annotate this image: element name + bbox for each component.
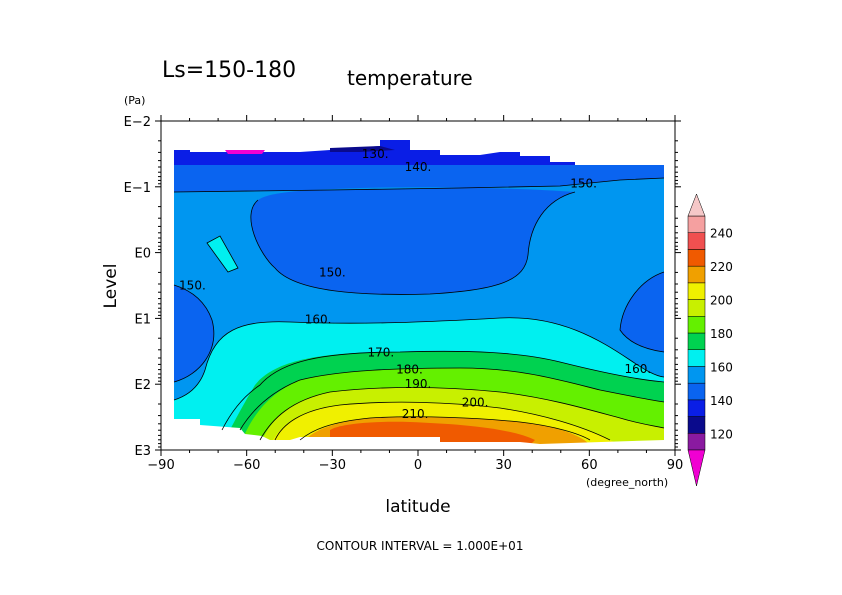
y-unit-label: (Pa) xyxy=(124,94,145,107)
x-tick-label: 90 xyxy=(667,458,684,473)
colorbar-swatch xyxy=(687,215,706,233)
y-tick-label: E−1 xyxy=(124,181,151,196)
x-tick-label: −60 xyxy=(233,458,260,473)
colorbar-tick-label: 180 xyxy=(710,327,733,341)
contour-fill-group xyxy=(161,140,675,450)
contour-label: 150. xyxy=(319,265,346,279)
colorbar-tick-label: 240 xyxy=(710,227,733,241)
y-axis: E−2 E−1 E0 E1 E2 E3 xyxy=(124,115,681,459)
colorbar-swatch xyxy=(687,265,706,284)
band-110-120 xyxy=(225,150,265,154)
colorbar-swatch xyxy=(687,366,706,384)
colorbar-tick-label: 140 xyxy=(710,394,733,408)
colorbar-swatch xyxy=(687,232,706,250)
contour-label: 210. xyxy=(402,407,429,421)
contour-label: 150. xyxy=(179,279,206,293)
colorbar-swatch xyxy=(687,282,706,300)
y-tick-label: E3 xyxy=(135,444,152,459)
colorbar-swatch xyxy=(687,332,706,350)
colorbar-swatch xyxy=(687,299,706,317)
contour-lines xyxy=(173,177,665,441)
y-tick-label: E−2 xyxy=(124,115,151,130)
colorbar-swatch xyxy=(687,249,706,267)
band-160-170-pocket xyxy=(207,236,238,272)
colorbar-swatch xyxy=(687,433,706,451)
contour-label: 130. xyxy=(362,147,389,161)
x-tick-label: 60 xyxy=(581,458,598,473)
y-tick-label: E1 xyxy=(135,312,152,327)
colorbar-under-arrow xyxy=(687,449,706,487)
colorbar-swatch xyxy=(687,382,706,401)
contour-label: 160. xyxy=(625,362,652,376)
chart-title-right: temperature xyxy=(347,66,473,90)
contour-label: 200. xyxy=(462,396,489,410)
colorbar-tick-label: 220 xyxy=(710,260,733,274)
contour-label: 160. xyxy=(305,313,332,327)
contour-label: 170. xyxy=(368,346,395,360)
x-axis-title: latitude xyxy=(385,497,450,517)
contour-label: 140. xyxy=(405,160,432,174)
y-tick-label: E0 xyxy=(135,247,152,262)
colorbar-tick-label: 120 xyxy=(710,427,733,441)
contour-label: 180. xyxy=(396,363,423,377)
colorbar-over-arrow xyxy=(687,193,706,217)
x-tick-label: 0 xyxy=(414,458,422,473)
colorbar-tick-label: 160 xyxy=(710,360,733,374)
chart-title-left: Ls=150-180 xyxy=(162,58,296,83)
colorbar-swatch xyxy=(687,416,706,434)
colorbar-swatch xyxy=(687,316,706,334)
x-tick-label: −90 xyxy=(147,458,174,473)
contour-labels: 130. 140. 150. 150. 150. 160. 160. 170.180.190.… xyxy=(179,147,651,421)
x-unit-label: (degree_north) xyxy=(586,476,668,489)
colorbar-tick-label: 200 xyxy=(710,294,733,308)
y-axis-title: Level xyxy=(101,264,121,309)
x-tick-label: −30 xyxy=(319,458,346,473)
contour-label: 190. xyxy=(405,377,432,391)
y-tick-label: E2 xyxy=(135,378,152,393)
colorbar: 120 140 160 180 200 220 240 xyxy=(687,193,733,487)
colorbar-swatch xyxy=(687,349,706,367)
contour-label: 150. xyxy=(570,177,597,191)
x-tick-label: 30 xyxy=(495,458,512,473)
colorbar-swatch xyxy=(687,399,706,417)
contour-interval-note: CONTOUR INTERVAL = 1.000E+01 xyxy=(317,539,524,553)
x-axis: −90 −60 −30 0 30 60 90 xyxy=(147,115,683,473)
below-ground-mask xyxy=(161,419,675,450)
band-120-130 xyxy=(330,146,395,152)
